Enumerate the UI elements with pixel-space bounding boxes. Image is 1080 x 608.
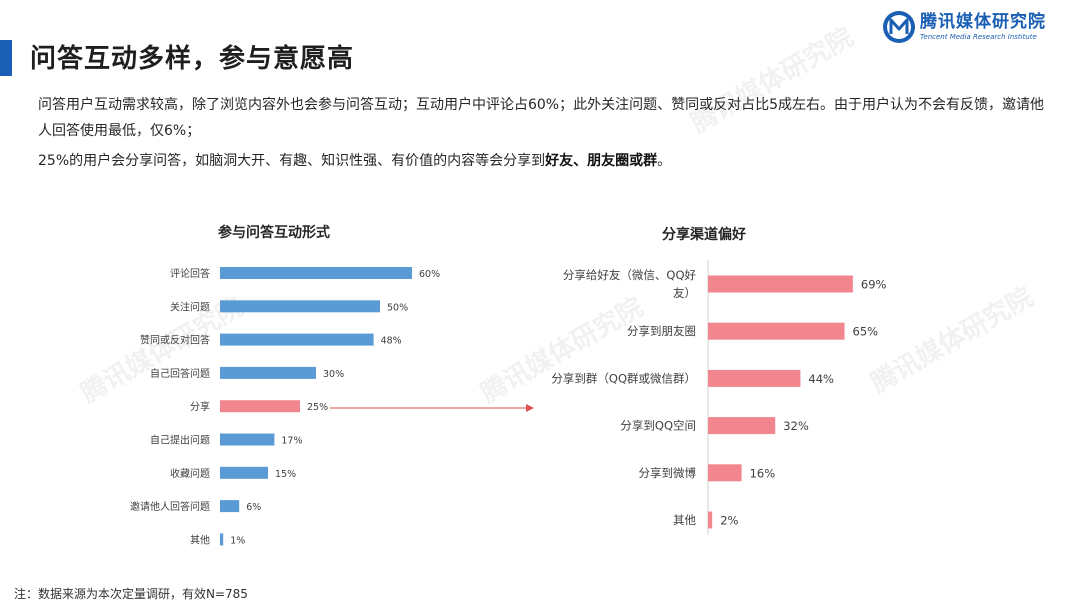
description-line-2: 25%的用户会分享问答，如脑洞大开、有趣、知识性强、有价值的内容等会分享到好友、… (38, 148, 1048, 174)
chart-1-category-label: 自己回答问题 (150, 367, 210, 380)
description-line-2-end: 。 (657, 153, 672, 169)
arrow-icon (330, 404, 534, 412)
title-accent-bar (0, 40, 12, 76)
description-line-2-text: 25%的用户会分享问答，如脑洞大开、有趣、知识性强、有价值的内容等会分享到 (38, 153, 546, 169)
description-line-2-bold: 好友、朋友圈或群 (545, 153, 658, 169)
logo: 腾讯媒体研究院 Tencent Media Research Institute (882, 10, 1046, 44)
chart-1-bar (220, 533, 224, 546)
chart-1-bar (220, 267, 412, 279)
chart-1-category-label: 其他 (190, 533, 210, 546)
chart-1-title: 参与问答互动形式 (218, 225, 330, 241)
chart-2-category-label: 分享到QQ空间 (620, 419, 696, 433)
chart-1-category-label: 评论回答 (170, 267, 210, 280)
chart-2-category-label: 其他 (673, 513, 696, 527)
chart-1-value-label: 6% (246, 502, 261, 513)
chart-1-category-label: 关注问题 (170, 300, 210, 313)
chart-2-title: 分享渠道偏好 (662, 227, 746, 243)
chart-1-category-label: 邀请他人回答问题 (130, 500, 210, 513)
logo-title: 腾讯媒体研究院 (920, 11, 1046, 32)
chart-interaction-forms: 评论回答 60% 关注问题 50% 赞同或反对回答 48% 自己回答问题 30% 分享 25% 自己… (130, 267, 440, 546)
chart-1-value-label: 48% (381, 336, 402, 347)
chart-1-category-label: 分享 (190, 400, 210, 413)
chart-1-value-label: 1% (230, 535, 245, 546)
chart-2-value-label: 32% (783, 419, 809, 433)
logo-subtitle: Tencent Media Research Institute (920, 32, 1037, 41)
chart-2-category-label: 分享到群（QQ群或微信群） (551, 371, 696, 385)
page-title: 问答互动多样，参与意愿高 (30, 44, 355, 74)
chart-1-category-label: 自己提出问题 (150, 434, 210, 447)
chart-2-bar (708, 417, 776, 435)
chart-2-value-label: 16% (750, 466, 776, 480)
chart-2-value-label: 2% (720, 514, 738, 528)
chart-1-category-label: 赞同或反对回答 (140, 334, 210, 347)
arrow-head (526, 404, 534, 412)
chart-1-bar (220, 300, 380, 313)
chart-1-value-label: 60% (419, 269, 440, 280)
chart-1-bar (220, 500, 240, 513)
chart-1-value-label: 25% (307, 402, 328, 413)
chart-2-value-label: 69% (861, 278, 887, 292)
chart-1-bar (220, 433, 275, 446)
chart-2-bar (708, 275, 853, 293)
description-line-1: 问答用户互动需求较高，除了浏览内容外也会参与问答互动；互动用户中评论占60%；此… (38, 97, 1045, 139)
chart-2-bar (708, 369, 801, 387)
chart-2-category-label: 分享到朋友圈 (627, 324, 696, 338)
chart-1-bar (220, 466, 268, 479)
chart-1-bar (220, 333, 374, 346)
chart-1-bar (220, 400, 300, 413)
tencent-media-m-icon (883, 11, 915, 43)
chart-2-category-label: 友） (673, 286, 696, 300)
chart-1-value-label: 50% (387, 302, 408, 313)
chart-1-category-label: 收藏问题 (170, 467, 210, 480)
description: 问答用户互动需求较高，除了浏览内容外也会参与问答互动；互动用户中评论占60%；此… (38, 92, 1048, 174)
chart-2-bar (708, 511, 713, 529)
chart-2-bar (708, 464, 742, 482)
chart-1-value-label: 30% (323, 369, 344, 380)
chart-1-value-label: 15% (275, 469, 296, 480)
chart-1-value-label: 17% (281, 436, 302, 447)
footnote: 注：数据来源为本次定量调研，有效N=785 (14, 587, 248, 601)
chart-2-category-label: 分享给好友（微信、QQ好 (563, 268, 697, 282)
chart-2-value-label: 44% (808, 372, 834, 386)
chart-2-category-label: 分享到微博 (639, 466, 697, 480)
chart-1-bar (220, 366, 316, 379)
chart-2-value-label: 65% (853, 325, 879, 339)
chart-2-bar (708, 322, 845, 340)
